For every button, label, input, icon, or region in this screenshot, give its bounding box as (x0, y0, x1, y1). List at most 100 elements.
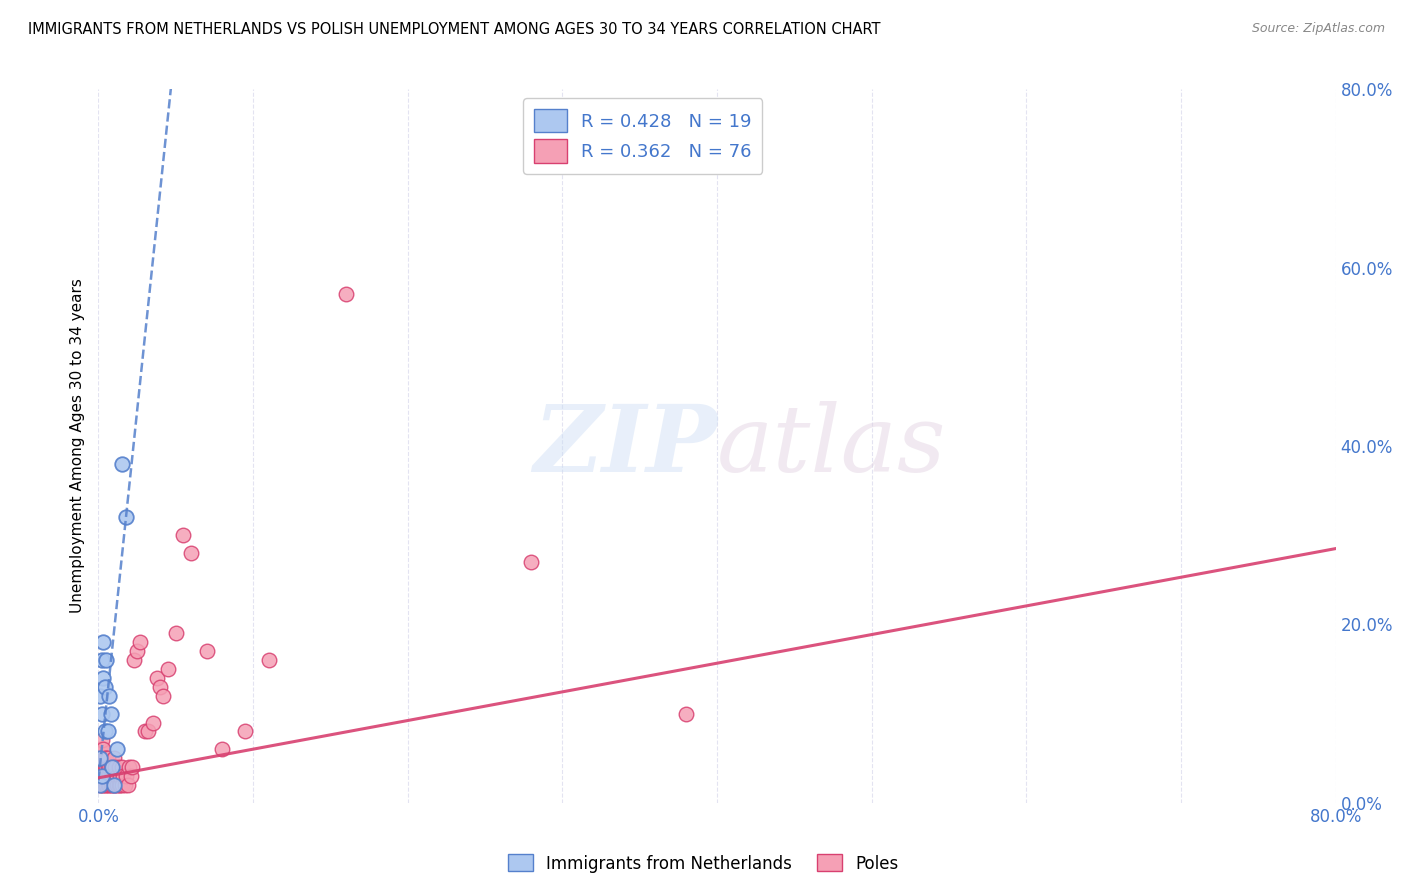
Point (146, 671, 169, 685)
Point (675, 706, 697, 721)
Legend: Immigrants from Netherlands, Poles: Immigrants from Netherlands, Poles (501, 847, 905, 880)
Point (105, 769, 128, 783)
Point (89, 689, 111, 703)
Point (112, 769, 135, 783)
Point (96, 769, 118, 783)
Point (90, 733, 112, 747)
Point (97, 769, 120, 783)
Point (89, 751, 111, 765)
Point (93, 724, 115, 739)
Point (97, 778, 120, 792)
Point (104, 778, 127, 792)
Point (173, 528, 195, 542)
Point (96, 653, 118, 667)
Text: Source: ZipAtlas.com: Source: ZipAtlas.com (1251, 22, 1385, 36)
Point (91, 760, 114, 774)
Point (121, 760, 143, 774)
Point (90, 769, 112, 783)
Point (96, 778, 118, 792)
Point (93, 760, 115, 774)
Point (89, 760, 111, 774)
Point (120, 769, 142, 783)
Point (91, 769, 114, 783)
Point (107, 778, 129, 792)
Point (115, 769, 138, 783)
Point (520, 555, 543, 569)
Point (101, 778, 124, 792)
Text: ZIP: ZIP (533, 401, 717, 491)
Point (90, 751, 112, 765)
Point (111, 457, 134, 471)
Point (91, 671, 114, 685)
Point (108, 769, 131, 783)
Point (335, 287, 357, 301)
Text: IMMIGRANTS FROM NETHERLANDS VS POLISH UNEMPLOYMENT AMONG AGES 30 TO 34 YEARS COR: IMMIGRANTS FROM NETHERLANDS VS POLISH UN… (28, 22, 880, 37)
Point (211, 742, 233, 756)
Point (152, 689, 174, 703)
Point (117, 778, 139, 792)
Point (97, 724, 120, 739)
Point (90, 653, 112, 667)
Point (93, 769, 115, 783)
Point (122, 653, 145, 667)
Point (257, 653, 280, 667)
Text: atlas: atlas (717, 401, 946, 491)
Point (115, 510, 138, 524)
Point (93, 680, 115, 694)
Point (91, 751, 114, 765)
Point (97, 751, 120, 765)
Point (235, 724, 257, 739)
Point (93, 751, 115, 765)
Point (98, 760, 121, 774)
Point (93, 778, 115, 792)
Point (118, 760, 141, 774)
Point (105, 742, 128, 756)
Point (90, 742, 112, 756)
Point (101, 769, 124, 783)
Point (129, 635, 152, 649)
Point (114, 778, 136, 792)
Point (98, 769, 121, 783)
Point (149, 680, 172, 694)
Point (127, 644, 149, 658)
Point (165, 626, 187, 640)
Point (97, 760, 120, 774)
Point (89, 769, 111, 783)
Legend: R = 0.428   N = 19, R = 0.362   N = 76: R = 0.428 N = 19, R = 0.362 N = 76 (523, 98, 762, 174)
Point (89, 751, 111, 765)
Point (136, 724, 159, 739)
Point (90, 769, 112, 783)
Point (100, 760, 122, 774)
Point (103, 769, 125, 783)
Point (90, 760, 112, 774)
Point (89, 778, 111, 792)
Point (157, 662, 180, 676)
Point (108, 778, 131, 792)
Point (89, 778, 111, 792)
Point (96, 751, 118, 765)
Point (100, 769, 122, 783)
Point (100, 706, 122, 721)
Point (89, 742, 111, 756)
Point (91, 635, 114, 649)
Point (180, 546, 202, 560)
Point (104, 760, 127, 774)
Point (107, 760, 129, 774)
Point (90, 706, 112, 721)
Point (91, 742, 114, 756)
Point (103, 778, 125, 792)
Point (100, 778, 122, 792)
Point (111, 760, 134, 774)
Point (90, 778, 112, 792)
Point (105, 778, 128, 792)
Point (111, 778, 134, 792)
Point (103, 751, 125, 765)
Point (195, 644, 218, 658)
Point (142, 715, 165, 730)
Y-axis label: Unemployment Among Ages 30 to 34 years: Unemployment Among Ages 30 to 34 years (69, 278, 84, 614)
Point (134, 724, 156, 739)
Point (96, 760, 118, 774)
Point (98, 689, 121, 703)
Point (101, 760, 124, 774)
Point (91, 778, 114, 792)
